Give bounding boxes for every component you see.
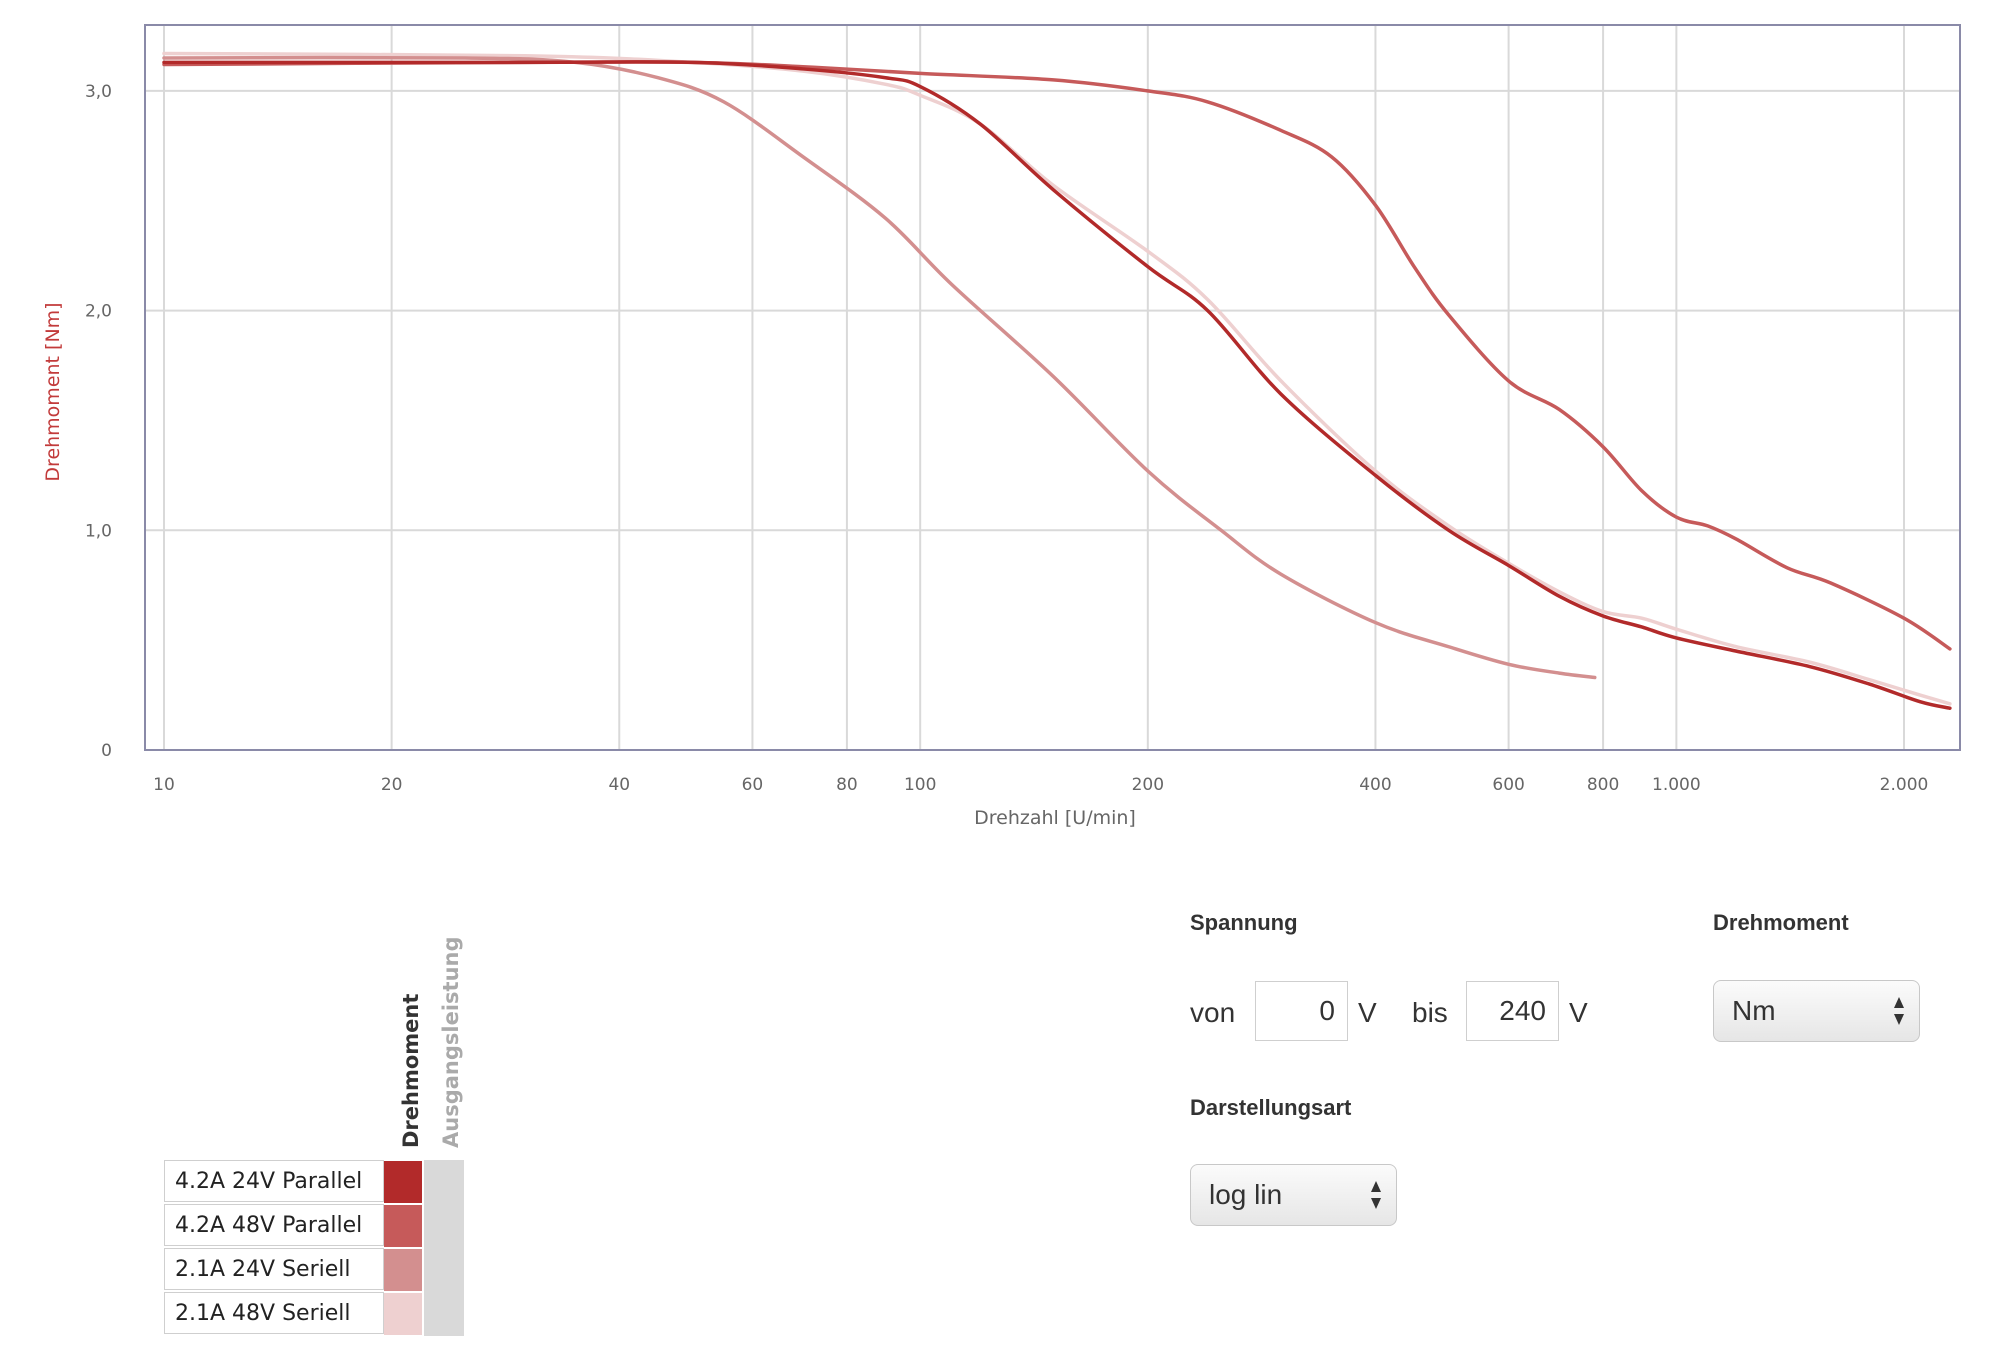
legend-power-cell[interactable] xyxy=(424,1204,464,1248)
voltage-section-title: Spannung xyxy=(1190,910,1298,935)
legend-row-label: 4.2A 24V Parallel xyxy=(164,1160,384,1202)
legend-power-cell[interactable] xyxy=(424,1160,464,1204)
torque-chart: 10 20 40 60 80 100 200 400 600 800 1.000 2.000 0 1,0… xyxy=(42,24,1961,829)
y-axis-ticks: 0 1,0 2,0 3,0 xyxy=(85,82,112,761)
legend-swatch[interactable] xyxy=(384,1161,422,1203)
y-tick-label: 3,0 xyxy=(85,82,112,102)
legend-swatch[interactable] xyxy=(384,1249,422,1291)
voltage-from-label: von xyxy=(1190,997,1236,1028)
legend-header-torque-label: Drehmoment xyxy=(399,993,423,1148)
voltage-from-input[interactable]: 0 xyxy=(1255,981,1348,1041)
voltage-to-input[interactable]: 240 xyxy=(1466,981,1559,1041)
x-tick-label: 60 xyxy=(742,775,764,795)
legend-row-label: 2.1A 24V Seriell xyxy=(164,1248,384,1290)
legend-swatch[interactable] xyxy=(384,1293,422,1335)
x-axis-ticks: 10 20 40 60 80 100 200 400 600 800 1.000 2.000 xyxy=(153,775,1928,795)
plot-area-border xyxy=(144,24,1961,751)
voltage-to-label: bis xyxy=(1412,997,1448,1028)
x-tick-label: 80 xyxy=(836,775,858,795)
x-axis-title: Drehzahl [U/min] xyxy=(974,807,1136,829)
x-tick-label: 100 xyxy=(904,775,936,795)
voltage-to-unit: V xyxy=(1569,997,1588,1028)
torque-unit-select[interactable]: Nm xyxy=(1713,980,1920,1042)
x-tick-label: 800 xyxy=(1587,775,1619,795)
series-line[interactable] xyxy=(162,55,1597,680)
x-tick-label: 40 xyxy=(608,775,630,795)
torque-unit-title: Drehmoment xyxy=(1713,910,1849,935)
series-line[interactable] xyxy=(162,60,1952,711)
voltage-from-unit: V xyxy=(1358,997,1377,1028)
x-tick-label: 20 xyxy=(381,775,403,795)
updown-arrows-icon xyxy=(1894,997,1904,1025)
chart-series xyxy=(162,51,1952,711)
legend-power-cell[interactable] xyxy=(424,1292,464,1336)
display-mode-value: log lin xyxy=(1209,1179,1283,1210)
x-tick-label: 10 xyxy=(153,775,175,795)
x-tick-label: 1.000 xyxy=(1652,775,1701,795)
legend-header-power-label: Ausgangsleistung xyxy=(439,936,463,1149)
y-axis-title: Drehmoment [Nm] xyxy=(42,302,64,481)
y-tick-label: 0 xyxy=(101,741,112,761)
legend-swatch[interactable] xyxy=(384,1205,422,1247)
legend-header-torque[interactable]: Drehmoment xyxy=(384,900,423,1160)
series-line[interactable] xyxy=(162,60,1952,651)
x-tick-label: 200 xyxy=(1132,775,1164,795)
display-mode-select[interactable]: log lin xyxy=(1190,1164,1397,1226)
torque-unit-value: Nm xyxy=(1732,995,1776,1026)
x-tick-label: 2.000 xyxy=(1880,775,1929,795)
legend-power-cell[interactable] xyxy=(424,1248,464,1292)
legend-row-label: 2.1A 48V Seriell xyxy=(164,1292,384,1334)
updown-arrows-icon xyxy=(1371,1181,1381,1209)
x-tick-label: 600 xyxy=(1492,775,1524,795)
legend-header-power[interactable]: Ausgangsleistung xyxy=(424,900,463,1160)
y-tick-label: 1,0 xyxy=(85,521,112,541)
y-tick-label: 2,0 xyxy=(85,302,112,322)
legend-row-label: 4.2A 48V Parallel xyxy=(164,1204,384,1246)
x-tick-label: 400 xyxy=(1359,775,1391,795)
display-mode-title: Darstellungsart xyxy=(1190,1095,1352,1120)
